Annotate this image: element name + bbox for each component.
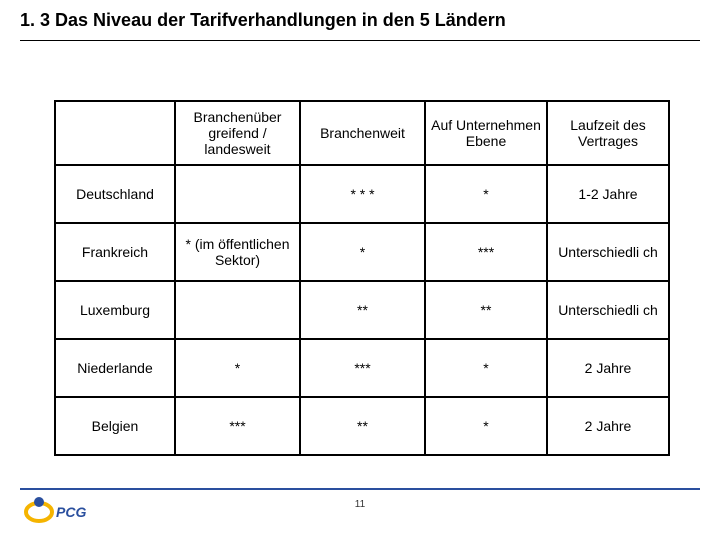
cell: *** — [175, 397, 300, 455]
table-row: Niederlande * *** * 2 Jahre — [55, 339, 669, 397]
cell: ** — [300, 397, 425, 455]
col-header-3: Auf Unternehmen Ebene — [425, 101, 547, 165]
cell — [175, 165, 300, 223]
row-label: Luxemburg — [55, 281, 175, 339]
cell: * (im öffentlichen Sektor) — [175, 223, 300, 281]
table-row: Deutschland * * * * 1-2 Jahre — [55, 165, 669, 223]
page-number: 11 — [0, 499, 720, 510]
cell: * — [175, 339, 300, 397]
pcg-logo-icon: PCG — [24, 494, 94, 526]
col-header-2: Branchenweit — [300, 101, 425, 165]
cell: * — [425, 165, 547, 223]
cell: * — [300, 223, 425, 281]
cell — [175, 281, 300, 339]
slide: 1. 3 Das Niveau der Tarifverhandlungen i… — [0, 0, 720, 540]
cell: * — [425, 339, 547, 397]
cell: * * * — [300, 165, 425, 223]
main-table-wrap: Branchenüber greifend / landesweit Branc… — [54, 100, 668, 456]
cell: ** — [425, 281, 547, 339]
cell: *** — [300, 339, 425, 397]
logo-text: PCG — [56, 504, 86, 520]
cell: Unterschiedli ch — [547, 223, 669, 281]
cell: Unterschiedli ch — [547, 281, 669, 339]
table-header-row: Branchenüber greifend / landesweit Branc… — [55, 101, 669, 165]
cell: * — [425, 397, 547, 455]
col-header-4: Laufzeit des Vertrages — [547, 101, 669, 165]
col-header-0 — [55, 101, 175, 165]
table-row: Belgien *** ** * 2 Jahre — [55, 397, 669, 455]
row-label: Niederlande — [55, 339, 175, 397]
cell: 2 Jahre — [547, 339, 669, 397]
table-row: Luxemburg ** ** Unterschiedli ch — [55, 281, 669, 339]
row-label: Deutschland — [55, 165, 175, 223]
row-label: Belgien — [55, 397, 175, 455]
slide-title: 1. 3 Das Niveau der Tarifverhandlungen i… — [20, 10, 700, 31]
cell: ** — [300, 281, 425, 339]
cell: 1-2 Jahre — [547, 165, 669, 223]
pcg-logo: PCG — [24, 494, 94, 526]
col-header-1: Branchenüber greifend / landesweit — [175, 101, 300, 165]
cell: 2 Jahre — [547, 397, 669, 455]
table-row: Frankreich * (im öffentlichen Sektor) * … — [55, 223, 669, 281]
row-label: Frankreich — [55, 223, 175, 281]
cell: *** — [425, 223, 547, 281]
title-rule — [20, 40, 700, 41]
main-table: Branchenüber greifend / landesweit Branc… — [54, 100, 670, 456]
footer-rule — [20, 488, 700, 490]
